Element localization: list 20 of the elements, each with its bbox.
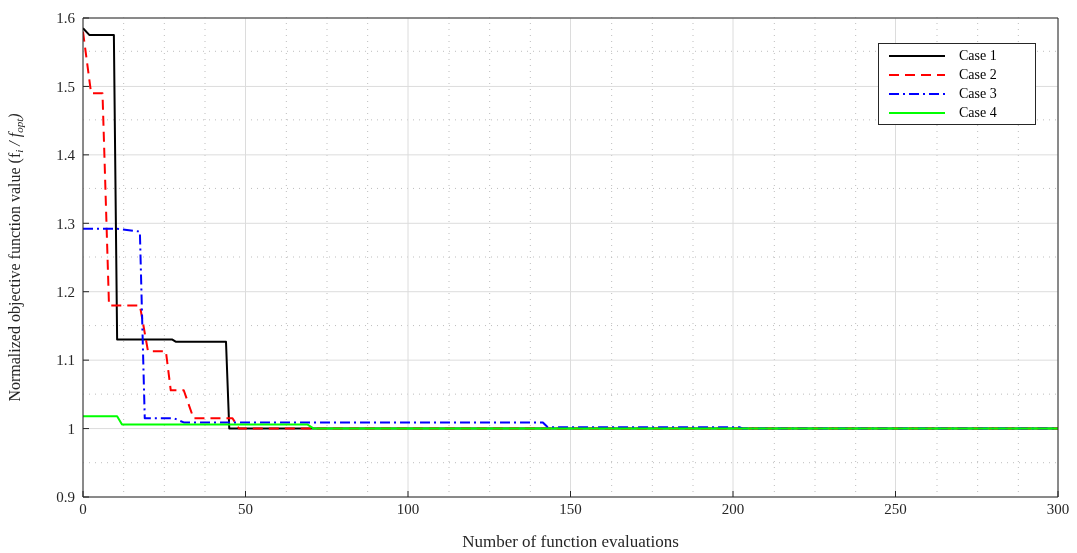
x-tick-label: 150 bbox=[559, 500, 582, 517]
x-axis-title: Number of function evaluations bbox=[462, 532, 679, 551]
y-tick-label: 1.5 bbox=[56, 78, 75, 95]
x-tick-label: 200 bbox=[721, 500, 745, 517]
x-tick-label: 250 bbox=[884, 500, 907, 517]
y-tick-label: 1.1 bbox=[56, 352, 75, 369]
legend-label: Case 2 bbox=[959, 66, 997, 83]
y-tick-label: 0.9 bbox=[56, 489, 75, 506]
x-tick-label: 300 bbox=[1046, 500, 1070, 517]
y-tick-label: 1.6 bbox=[56, 10, 76, 27]
legend-label: Case 4 bbox=[959, 104, 997, 121]
y-tick-label: 1 bbox=[67, 420, 75, 437]
y-tick-label: 1.4 bbox=[56, 147, 76, 164]
y-tick-label: 1.3 bbox=[56, 215, 75, 232]
x-tick-label: 50 bbox=[238, 500, 253, 517]
legend-label: Case 3 bbox=[959, 85, 997, 102]
x-tick-label: 100 bbox=[396, 500, 420, 517]
x-tick-label: 0 bbox=[79, 500, 87, 517]
y-tick-label: 1.2 bbox=[56, 284, 75, 301]
legend-label: Case 1 bbox=[959, 47, 997, 64]
